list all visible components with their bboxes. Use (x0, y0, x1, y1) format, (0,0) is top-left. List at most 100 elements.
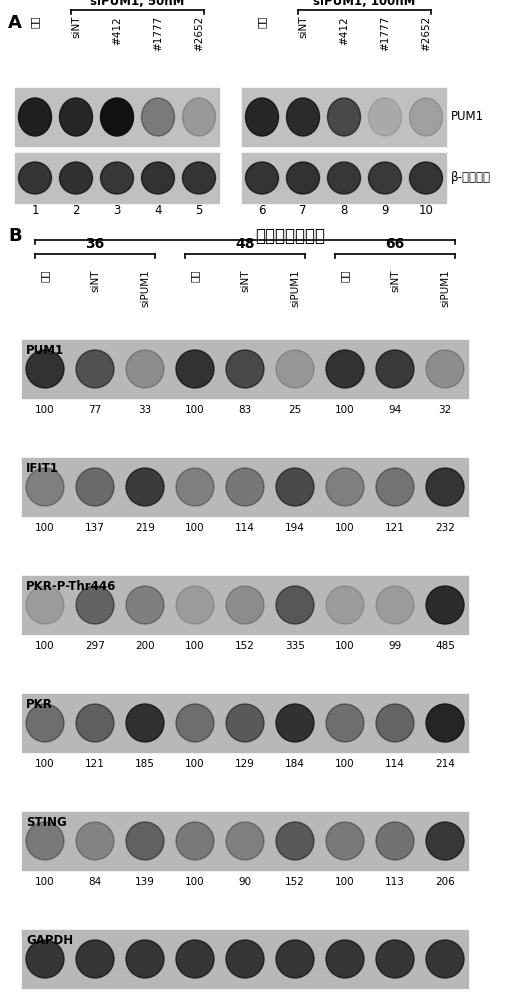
Ellipse shape (176, 468, 214, 506)
Ellipse shape (376, 940, 414, 978)
Ellipse shape (426, 704, 464, 742)
Text: 模拟: 模拟 (40, 269, 50, 282)
Ellipse shape (226, 468, 264, 506)
Text: #1777: #1777 (153, 16, 163, 51)
Bar (22, 812, 468, 870)
Ellipse shape (328, 162, 360, 194)
Text: 模拟: 模拟 (340, 269, 350, 282)
Text: siPUM1, 100nM: siPUM1, 100nM (313, 0, 416, 8)
Ellipse shape (368, 162, 402, 194)
Text: 6: 6 (258, 204, 266, 217)
Text: 77: 77 (89, 405, 102, 415)
Ellipse shape (26, 468, 64, 506)
Text: 113: 113 (385, 877, 405, 887)
Ellipse shape (287, 162, 320, 194)
Text: 194: 194 (285, 523, 305, 533)
Text: siNT: siNT (390, 269, 400, 292)
Ellipse shape (276, 468, 314, 506)
Ellipse shape (410, 98, 443, 136)
Ellipse shape (176, 350, 214, 388)
Text: 66: 66 (385, 237, 404, 251)
Text: 48: 48 (235, 237, 255, 251)
Ellipse shape (76, 586, 114, 624)
Text: 185: 185 (135, 759, 155, 769)
Text: siPUM1: siPUM1 (140, 269, 150, 307)
Text: 100: 100 (35, 759, 55, 769)
Text: 100: 100 (185, 641, 205, 651)
Text: 100: 100 (35, 405, 55, 415)
Ellipse shape (19, 98, 51, 136)
Text: 200: 200 (135, 641, 155, 651)
Text: 33: 33 (138, 405, 152, 415)
Text: 184: 184 (285, 759, 305, 769)
Text: 10: 10 (419, 204, 434, 217)
Text: 模拟: 模拟 (190, 269, 200, 282)
Text: 152: 152 (235, 641, 255, 651)
Text: PKR: PKR (26, 698, 53, 711)
Text: PUM1: PUM1 (451, 110, 484, 123)
Ellipse shape (245, 162, 278, 194)
Text: PKR-P-Thr446: PKR-P-Thr446 (26, 580, 117, 593)
Text: 3: 3 (113, 204, 121, 217)
Text: 4: 4 (154, 204, 162, 217)
Text: siPUM1, 50nM: siPUM1, 50nM (90, 0, 184, 8)
Ellipse shape (59, 98, 93, 136)
Text: 5: 5 (196, 204, 202, 217)
Text: 214: 214 (435, 759, 455, 769)
Ellipse shape (245, 98, 278, 136)
Ellipse shape (182, 162, 216, 194)
Text: 99: 99 (388, 641, 402, 651)
Ellipse shape (142, 162, 174, 194)
Ellipse shape (426, 940, 464, 978)
Text: β-肌动蛋白: β-肌动蛋白 (451, 172, 491, 184)
Ellipse shape (176, 704, 214, 742)
Ellipse shape (376, 468, 414, 506)
Ellipse shape (426, 468, 464, 506)
Ellipse shape (182, 98, 216, 136)
Ellipse shape (376, 586, 414, 624)
Bar (22, 930, 468, 988)
Bar (15, 153, 219, 203)
Text: 121: 121 (85, 759, 105, 769)
Ellipse shape (376, 350, 414, 388)
Text: #2652: #2652 (421, 16, 431, 51)
Ellipse shape (226, 350, 264, 388)
Text: #412: #412 (112, 16, 122, 45)
Text: 137: 137 (85, 523, 105, 533)
Bar (22, 458, 468, 516)
Bar (22, 340, 468, 398)
Ellipse shape (126, 350, 164, 388)
Ellipse shape (101, 162, 134, 194)
Text: 206: 206 (435, 877, 455, 887)
Ellipse shape (142, 98, 174, 136)
Ellipse shape (326, 586, 364, 624)
Text: 100: 100 (335, 523, 355, 533)
Ellipse shape (326, 468, 364, 506)
Ellipse shape (226, 822, 264, 860)
Text: 100: 100 (185, 523, 205, 533)
Text: 转染后的小时数: 转染后的小时数 (255, 227, 325, 245)
Ellipse shape (326, 822, 364, 860)
Ellipse shape (328, 98, 360, 136)
Ellipse shape (126, 704, 164, 742)
Text: #1777: #1777 (380, 16, 390, 51)
Ellipse shape (26, 350, 64, 388)
Text: 100: 100 (335, 641, 355, 651)
Text: 219: 219 (135, 523, 155, 533)
Text: 335: 335 (285, 641, 305, 651)
Text: 9: 9 (381, 204, 388, 217)
Ellipse shape (26, 822, 64, 860)
Text: 25: 25 (288, 405, 302, 415)
Text: 232: 232 (435, 523, 455, 533)
Text: 模拟: 模拟 (30, 16, 40, 28)
Ellipse shape (226, 940, 264, 978)
Text: 100: 100 (185, 759, 205, 769)
Text: siPUM1: siPUM1 (290, 269, 300, 307)
Text: A: A (8, 14, 22, 32)
Text: 121: 121 (385, 523, 405, 533)
Text: 100: 100 (185, 405, 205, 415)
Text: 7: 7 (299, 204, 307, 217)
Ellipse shape (276, 940, 314, 978)
Ellipse shape (326, 350, 364, 388)
Ellipse shape (426, 586, 464, 624)
